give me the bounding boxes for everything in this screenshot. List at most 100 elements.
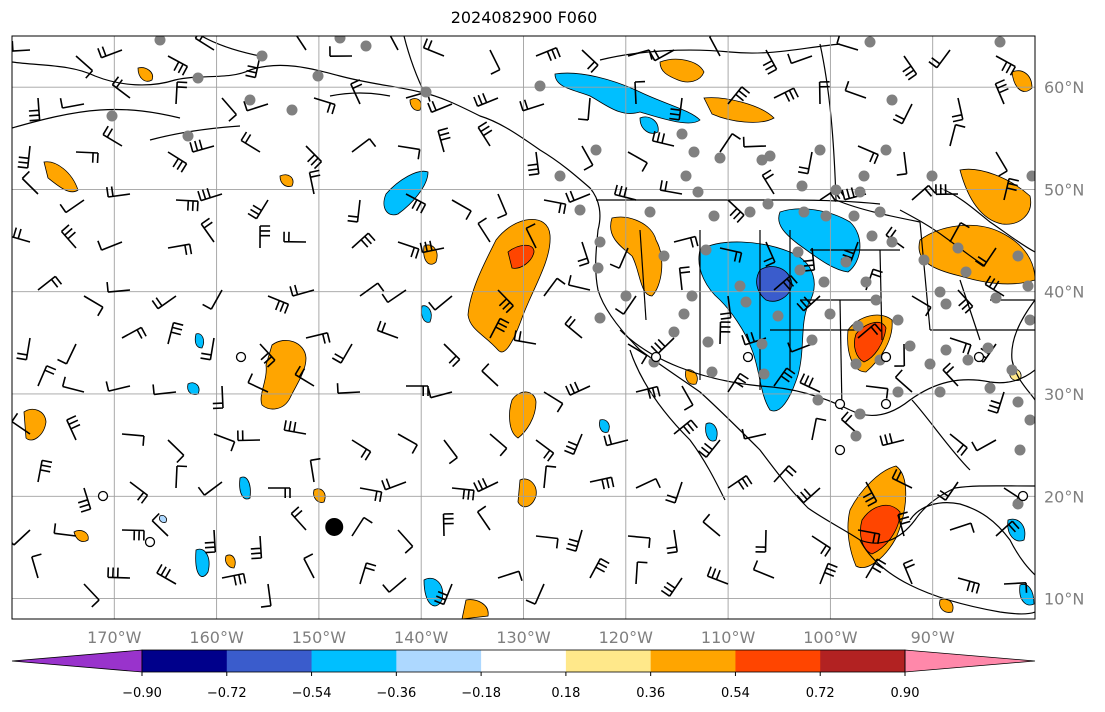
wind-barb: [303, 553, 315, 579]
longitude-tick-label: 100°W: [803, 628, 858, 647]
wind-barb: [336, 383, 361, 394]
calm-station-ring: [144, 536, 156, 548]
coastline: [596, 199, 881, 205]
longitude-tick-label: 170°W: [87, 628, 142, 647]
wind-barb: [577, 241, 590, 267]
wind-barb: [175, 199, 199, 212]
wind-barb: [309, 457, 321, 483]
station-dot: [1024, 414, 1035, 426]
wind-barb: [787, 342, 813, 353]
station-dot: [864, 36, 876, 48]
wind-barb: [434, 583, 453, 606]
station-dot: [866, 230, 878, 242]
colorbar-segment: [820, 650, 906, 672]
station-dot: [594, 312, 606, 324]
station-marker-layer: [97, 36, 1035, 548]
wind-barb: [347, 199, 361, 223]
wind-barb: [381, 289, 407, 304]
station-dot: [740, 296, 752, 308]
station-dot: [924, 358, 936, 370]
wind-barb: [77, 487, 92, 513]
station-dot: [990, 292, 1002, 304]
station-dot: [854, 408, 866, 420]
station-dot: [1006, 364, 1018, 376]
wind-barb: [660, 577, 683, 597]
wind-barb: [836, 36, 859, 51]
plot-frame: [11, 35, 1036, 620]
wind-barb: [589, 557, 610, 579]
wind-barb: [811, 417, 827, 441]
wind-barb: [627, 535, 651, 548]
wind-barb: [659, 180, 683, 195]
wind-barb: [351, 516, 373, 537]
wind-barb: [497, 570, 523, 581]
coastline: [899, 209, 986, 267]
wind-barb: [397, 145, 421, 160]
wind-barb: [565, 190, 591, 203]
wind-barb: [669, 97, 683, 121]
wind-barb: [949, 222, 970, 243]
wind-barb: [106, 282, 131, 293]
wind-barb: [543, 199, 567, 215]
wind-barb: [763, 241, 776, 267]
wind-barb: [422, 38, 445, 57]
wind-barb: [351, 232, 376, 249]
wind-barb: [892, 103, 913, 125]
wind-barb: [957, 289, 974, 314]
station-dot: [192, 72, 204, 84]
station-dot: [1024, 314, 1035, 326]
wind-barb: [37, 365, 57, 387]
wind-barb: [603, 434, 629, 447]
wind-barb: [213, 433, 236, 452]
wind-barb: [245, 55, 261, 79]
wind-barb: [741, 332, 767, 346]
positive-region: [461, 599, 489, 619]
station-dot: [934, 286, 946, 298]
station-dot: [574, 204, 586, 216]
wind-barb: [635, 385, 661, 399]
wind-barb: [773, 274, 798, 291]
station-dot: [106, 110, 118, 122]
negative-region: [421, 305, 432, 323]
station-dot: [620, 290, 632, 302]
wind-barb: [627, 151, 648, 172]
wind-barb: [16, 337, 31, 361]
negative-region: [159, 515, 167, 523]
wind-barb: [635, 477, 661, 489]
station-dot: [658, 250, 670, 262]
wind-barb: [535, 439, 555, 462]
station-dot: [792, 246, 804, 258]
station-dot: [734, 280, 746, 292]
wind-barb: [650, 337, 675, 354]
wind-barb: [221, 572, 247, 586]
station-dot: [824, 308, 836, 320]
wind-barb: [167, 321, 184, 345]
wind-barb-layer: [12, 36, 1028, 608]
coastline: [839, 299, 843, 411]
station-dot: [756, 338, 768, 350]
station-dot: [256, 50, 268, 62]
wind-barb: [706, 566, 729, 585]
station-dot: [840, 256, 852, 268]
wind-barb: [627, 49, 653, 60]
wind-barb: [535, 47, 561, 62]
wind-barb: [649, 49, 675, 62]
calm-station-ring: [834, 398, 846, 410]
wind-barb: [97, 46, 123, 59]
longitude-tick-label: 120°W: [599, 628, 654, 647]
wind-barb: [564, 433, 583, 456]
coastline: [1011, 299, 1035, 401]
colorbar-tick-label: 0.54: [721, 686, 750, 701]
wind-barb: [289, 284, 315, 297]
positive-region: [409, 98, 422, 111]
station-dot: [758, 368, 770, 380]
station-dot: [994, 36, 1006, 48]
wind-barb: [204, 529, 217, 554]
station-dot: [962, 354, 974, 366]
positive-region: [73, 530, 89, 542]
wind-barb: [83, 583, 100, 608]
wind-barb: [83, 295, 104, 317]
calm-station-ring: [1017, 490, 1029, 502]
longitude-tick-label: 90°W: [911, 628, 955, 647]
wind-barb: [313, 97, 336, 115]
